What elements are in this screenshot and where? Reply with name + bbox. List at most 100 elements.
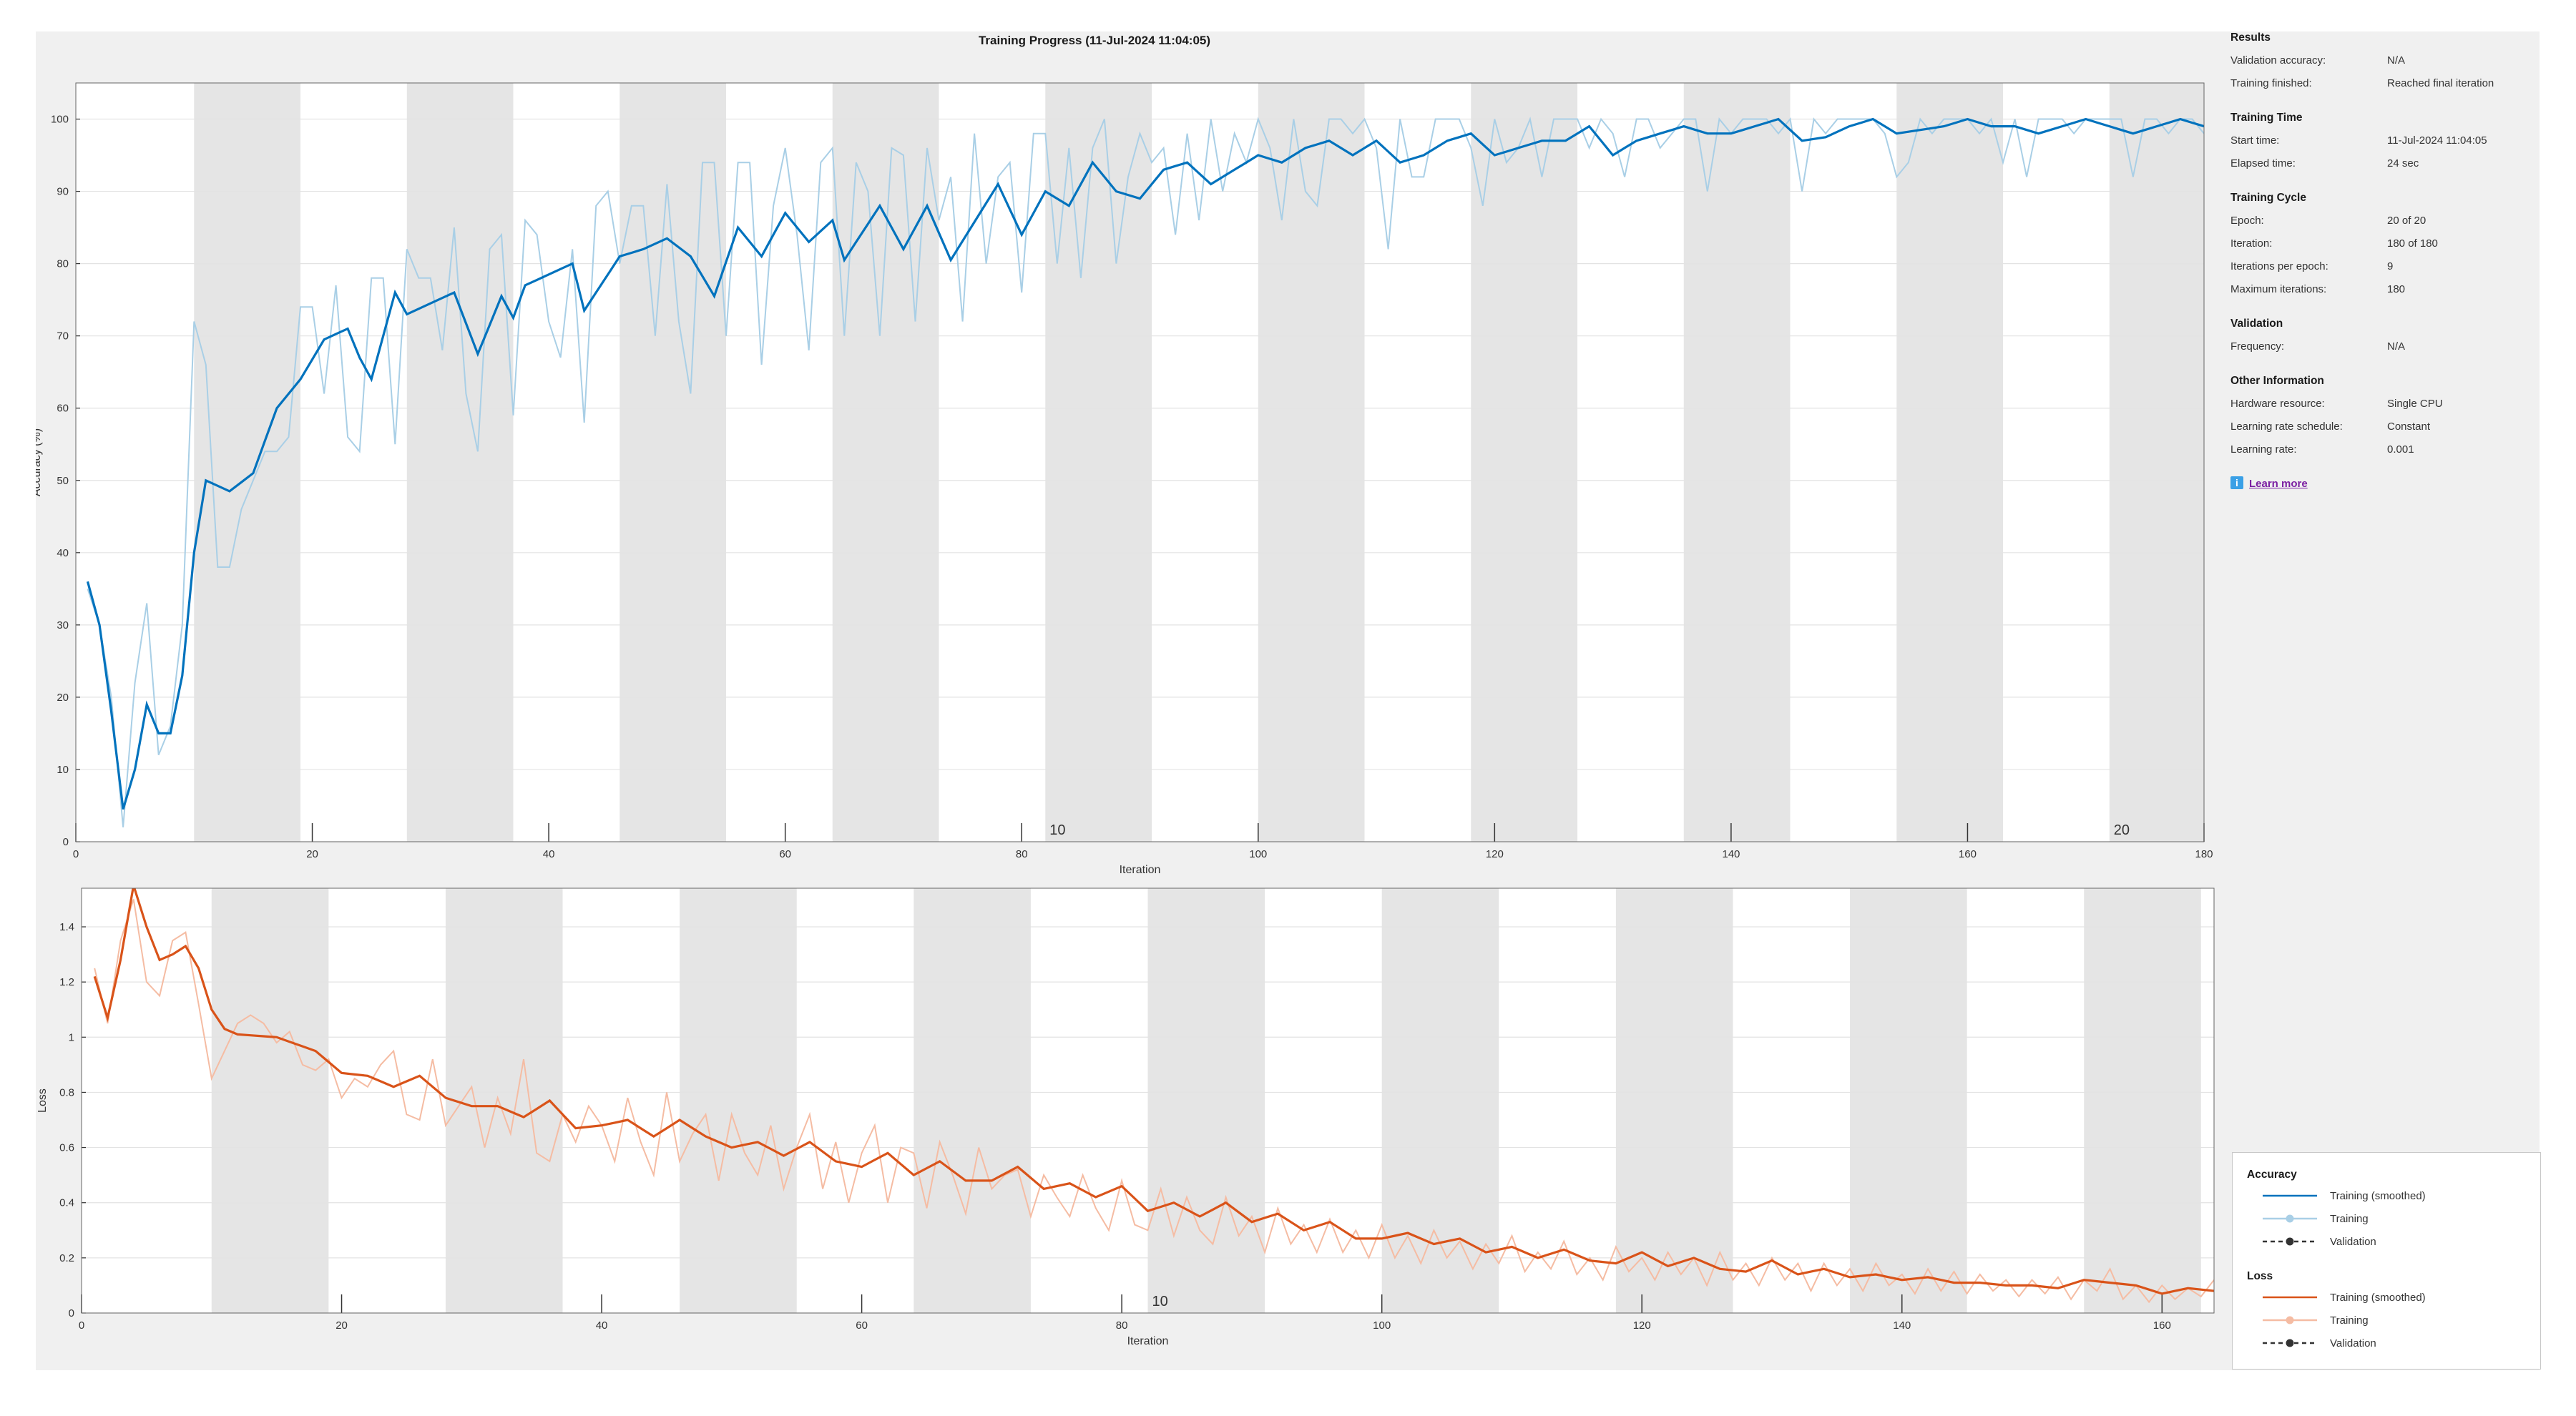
legend-group-title: Accuracy (2247, 1169, 2297, 1181)
epoch-band (406, 83, 514, 842)
y-tick-label: 1.4 (59, 921, 74, 933)
y-tick-label: 0.6 (59, 1142, 74, 1154)
accuracy-y-axis-label: Accuracy (%) (36, 428, 43, 496)
epoch-band (1147, 888, 1265, 1313)
info-label: Training finished: (2230, 77, 2312, 89)
info-value: 24 sec (2387, 157, 2419, 169)
y-tick-label: 20 (57, 692, 69, 704)
accuracy-training-raw-line (87, 117, 2204, 827)
loss-training-smoothed-line (93, 888, 2214, 1295)
legend-item-label: Validation (2330, 1236, 2376, 1248)
info-value: Reached final iteration (2387, 77, 2494, 89)
epoch-band (445, 888, 563, 1313)
info-label: Maximum iterations: (2230, 283, 2327, 295)
x-tick-label: 60 (779, 848, 791, 860)
y-tick-label: 0 (63, 836, 69, 848)
info-section-title: Training Cycle (2230, 192, 2306, 204)
info-section-title: Training Time (2230, 112, 2303, 124)
legend-marker (2286, 1237, 2294, 1246)
y-tick-label: 80 (57, 258, 69, 270)
training-plots: Training Progress (11-Jul-2024 11:04:05)… (36, 34, 2215, 1347)
info-label: Learning rate: (2230, 443, 2297, 456)
x-tick-label: 160 (2153, 1319, 2171, 1332)
epoch-label: 10 (1049, 822, 1065, 838)
x-tick-label: 120 (1486, 848, 1504, 860)
x-tick-label: 0 (73, 848, 79, 860)
epoch-band (832, 83, 939, 842)
epoch-band (1850, 888, 1967, 1313)
epoch-band (1258, 83, 1365, 842)
x-tick-label: 80 (1116, 1319, 1128, 1332)
loss-y-axis-label: Loss (36, 1088, 49, 1113)
legend-swatch (2263, 1339, 2317, 1347)
loss-x-axis-label: Iteration (1127, 1335, 1169, 1347)
x-tick-label: 180 (2195, 848, 2213, 860)
info-value: N/A (2387, 54, 2406, 67)
y-tick-label: 40 (57, 547, 69, 559)
legend-marker (2286, 1316, 2294, 1324)
x-tick-label: 140 (1722, 848, 1740, 860)
x-tick-label: 40 (543, 848, 555, 860)
epoch-band (2084, 888, 2201, 1313)
y-tick-label: 0.2 (59, 1252, 74, 1264)
legend-marker (2286, 1339, 2294, 1347)
info-value: 0.001 (2387, 443, 2414, 456)
x-tick-label: 20 (336, 1319, 348, 1332)
legend-item-label: Training (2330, 1213, 2369, 1225)
x-tick-label: 140 (1893, 1319, 1911, 1332)
legend-swatch (2263, 1296, 2317, 1299)
y-tick-label: 60 (57, 403, 69, 415)
y-tick-label: 70 (57, 330, 69, 343)
epoch-band (2109, 83, 2204, 842)
loss-plot: 0 0.2 0.4 0.6 0.8 1 1.2 1.4 0 20 40 60 80 100 120 140 16… (36, 888, 2215, 1347)
y-tick-label: 0.8 (59, 1086, 74, 1098)
accuracy-axes-box (75, 82, 2205, 842)
loss-axes-box (81, 888, 2215, 1314)
epoch-band (194, 83, 301, 842)
y-tick-label: 100 (51, 114, 69, 126)
x-tick-label: 40 (596, 1319, 608, 1332)
learn-more-link[interactable]: Learn more (2249, 478, 2308, 490)
y-tick-label: 1.2 (59, 976, 74, 988)
legend-item-label: Validation (2330, 1337, 2376, 1349)
x-tick-label: 0 (79, 1319, 84, 1332)
legend-item-label: Training (2330, 1314, 2369, 1327)
info-section-title: Results (2230, 31, 2271, 44)
x-tick-label: 80 (1016, 848, 1028, 860)
epoch-band (1471, 83, 1578, 842)
y-tick-label: 90 (57, 186, 69, 198)
x-tick-label: 100 (1249, 848, 1267, 860)
info-value: Constant (2387, 421, 2431, 433)
legend-item-label: Training (smoothed) (2330, 1190, 2426, 1202)
y-tick-label: 30 (57, 619, 69, 631)
x-tick-label: 160 (1959, 848, 1977, 860)
x-tick-label: 120 (1633, 1319, 1651, 1332)
legend-swatch (2263, 1316, 2317, 1324)
info-value: 180 of 180 (2387, 237, 2438, 250)
epoch-band (1683, 83, 1791, 842)
info-value: 20 of 20 (2387, 215, 2426, 227)
legend-item-label: Training (smoothed) (2330, 1292, 2426, 1304)
info-label: Iterations per epoch: (2230, 260, 2328, 272)
y-tick-label: 0.4 (59, 1197, 74, 1209)
info-label: Elapsed time: (2230, 157, 2296, 169)
info-value: Single CPU (2387, 398, 2443, 410)
info-value: 11-Jul-2024 11:04:05 (2387, 134, 2487, 147)
epoch-band (914, 888, 1031, 1313)
x-tick-label: 60 (856, 1319, 868, 1332)
y-tick-label: 1 (69, 1031, 74, 1043)
x-tick-label: 100 (1373, 1319, 1391, 1332)
legend-panel: Accuracy Training (smoothed) Training Valid… (2232, 1152, 2541, 1370)
info-section-title: Other Information (2230, 375, 2324, 387)
info-value: 180 (2387, 283, 2406, 295)
training-progress-window: Training Progress (11-Jul-2024 11:04:05)… (36, 31, 2540, 1370)
info-label: Frequency: (2230, 340, 2285, 353)
info-value: N/A (2387, 340, 2406, 353)
legend-swatch (2263, 1194, 2317, 1197)
info-label: Epoch: (2230, 215, 2264, 227)
accuracy-training-smoothed-line (86, 117, 2204, 810)
legend-group-title: Loss (2247, 1270, 2273, 1282)
info-label: Start time: (2230, 134, 2280, 147)
info-icon: i (2230, 476, 2243, 489)
epoch-band (1615, 888, 1733, 1313)
